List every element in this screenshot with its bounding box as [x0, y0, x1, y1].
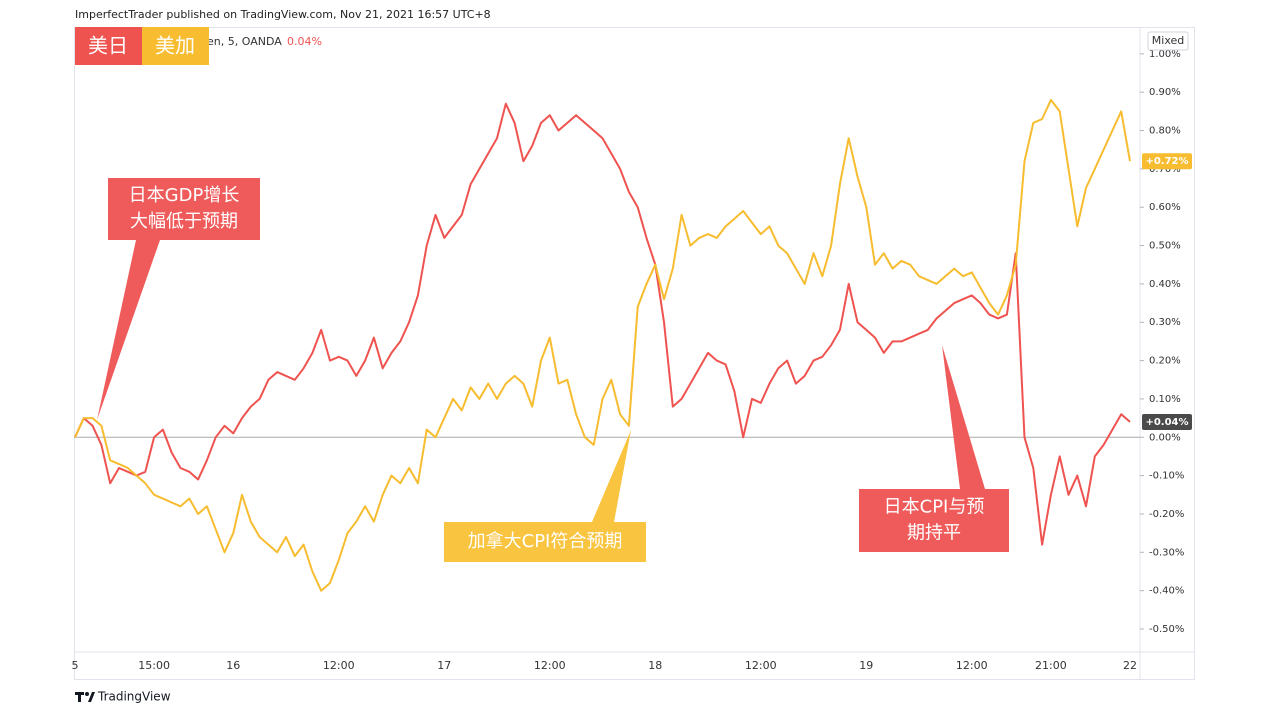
y-tick-label: 0.30%	[1149, 317, 1181, 328]
brand-logo	[75, 692, 95, 702]
y-tick-label: 0.80%	[1149, 126, 1181, 137]
footer-brand: TradingView	[97, 690, 171, 704]
header-title: ImperfectTrader published on TradingView…	[75, 8, 491, 21]
x-tick-label: 15:00	[138, 659, 170, 672]
callout-pointer	[942, 345, 985, 489]
y-tick-label: 0.20%	[1149, 356, 1181, 367]
y-tick-label: 0.70%	[1149, 164, 1181, 175]
x-tick-label: 18	[648, 659, 662, 672]
annotation-box	[108, 178, 260, 240]
x-tick-label: 12:00	[956, 659, 988, 672]
x-tick-label: 17	[437, 659, 451, 672]
annotation-text: 日本CPI与预	[884, 497, 985, 518]
y-tick-label: 0.40%	[1149, 279, 1181, 290]
annotation-text: 日本GDP增长	[129, 185, 240, 206]
y-tick-label: 0.90%	[1149, 87, 1181, 98]
y-tick-label: 0.50%	[1149, 241, 1181, 252]
x-tick-label: 5	[72, 659, 79, 672]
last-value-label: +0.72%	[1145, 156, 1188, 167]
x-tick-label: 12:00	[534, 659, 566, 672]
x-tick-label: 16	[226, 659, 240, 672]
annotation-box	[444, 522, 646, 562]
last-value-box	[1142, 153, 1192, 170]
frame	[74, 27, 1195, 680]
callout-pointer	[97, 240, 160, 420]
scale-mode-button[interactable]	[1147, 31, 1189, 51]
legend-label: 美日	[88, 34, 128, 58]
y-tick-label: 1.00%	[1149, 49, 1181, 60]
overlay: en, 5, OANDA 0.04% Mixed +0.04% +0.72% 美日 美…	[75, 27, 1192, 562]
annotation-text: 大幅低于预期	[130, 211, 238, 232]
y-tick-label: 0.00%	[1149, 432, 1181, 443]
annotation-text: 加拿大CPI符合预期	[468, 530, 623, 552]
scale-mode-label[interactable]: Mixed	[1152, 34, 1184, 47]
change-text: 0.04%	[287, 35, 322, 48]
x-tick-label: 19	[859, 659, 873, 672]
y-tick-label: -0.40%	[1149, 586, 1184, 597]
y-tick-label: 0.10%	[1149, 394, 1181, 405]
y-tick-label: -0.30%	[1149, 547, 1184, 558]
y-tick-label: -0.50%	[1149, 624, 1184, 635]
legend-box	[75, 27, 142, 65]
x-tick-label: 21:00	[1035, 659, 1067, 672]
x-tick-label: 12:00	[745, 659, 777, 672]
y-tick-label: -0.10%	[1149, 471, 1184, 482]
callout-pointer	[592, 430, 631, 522]
last-value-box	[1142, 413, 1192, 430]
annotation-text: 期持平	[907, 523, 961, 544]
y-tick-label: -0.20%	[1149, 509, 1184, 520]
last-value-label: +0.04%	[1145, 417, 1188, 428]
x-tick-label: 12:00	[323, 659, 355, 672]
series-line	[74, 102, 1131, 546]
series-line	[74, 98, 1131, 592]
symbol-text: en, 5, OANDA	[207, 35, 282, 48]
legend-label: 美加	[155, 34, 195, 58]
x-tick-label: 22	[1123, 659, 1137, 672]
plot: 1.00% 0.90% 0.80% 0.70% 0.60% 0.50% 0.40% 0.30%…	[72, 49, 1185, 672]
y-tick-label: 0.60%	[1149, 202, 1181, 213]
legend-box	[142, 27, 209, 65]
annotation-box	[859, 489, 1009, 552]
